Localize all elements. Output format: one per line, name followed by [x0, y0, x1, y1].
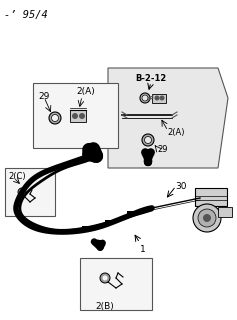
Text: B-2-12: B-2-12 [135, 74, 167, 83]
Circle shape [20, 190, 24, 194]
Circle shape [203, 214, 211, 222]
Bar [105, 220, 111, 224]
Circle shape [100, 273, 110, 283]
Circle shape [142, 95, 148, 101]
Circle shape [79, 113, 85, 119]
Bar [70, 110, 86, 122]
Text: 2(A): 2(A) [76, 87, 95, 96]
Circle shape [145, 137, 151, 143]
Bar [5, 168, 55, 216]
Circle shape [155, 95, 160, 100]
Circle shape [160, 95, 164, 100]
Text: 30: 30 [175, 182, 187, 191]
Text: 1: 1 [140, 245, 146, 254]
Circle shape [198, 209, 216, 227]
Bar [127, 211, 133, 215]
Text: 29: 29 [38, 92, 49, 101]
Circle shape [142, 134, 154, 146]
Bar [195, 188, 227, 206]
Circle shape [193, 204, 221, 232]
Circle shape [18, 188, 26, 196]
Text: 2(C): 2(C) [8, 172, 26, 181]
Circle shape [51, 115, 59, 122]
Bar [152, 94, 166, 103]
Polygon shape [108, 68, 228, 168]
Bar [82, 226, 88, 230]
Circle shape [72, 113, 78, 119]
Bar [33, 83, 118, 148]
Circle shape [102, 276, 108, 281]
Bar [218, 207, 232, 217]
Text: 2(A): 2(A) [167, 128, 184, 137]
Text: -’ 95/4: -’ 95/4 [4, 10, 48, 20]
Text: 2(B): 2(B) [96, 302, 114, 311]
Circle shape [49, 112, 61, 124]
Text: 29: 29 [157, 145, 168, 154]
Bar [80, 258, 152, 310]
Circle shape [140, 93, 150, 103]
